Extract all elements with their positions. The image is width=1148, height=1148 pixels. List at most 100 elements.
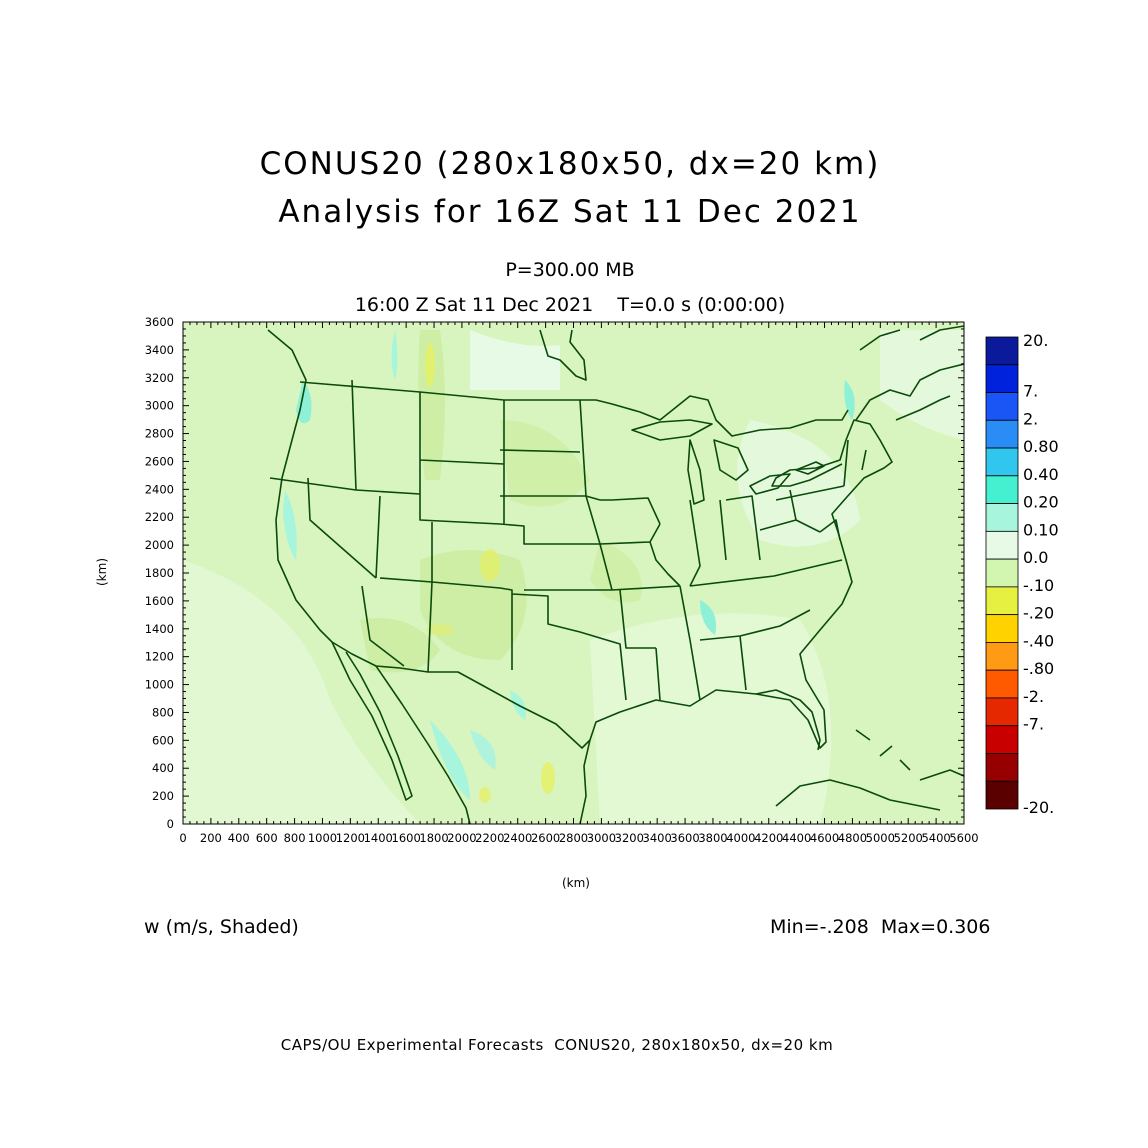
hudson-bay-coast	[539, 329, 587, 381]
lake-huron	[713, 439, 749, 481]
colorbar-swatch	[985, 336, 1019, 366]
colorbar-label: -7.	[1023, 715, 1044, 734]
lake-superior	[631, 419, 713, 441]
y-tick-label: 1800	[145, 566, 174, 580]
hispaniola	[919, 769, 964, 781]
colorbar-swatch	[985, 447, 1019, 477]
y-tick-label: 3200	[145, 371, 174, 385]
x-axis-title: (km)	[562, 876, 590, 890]
colorbar-label: 0.20	[1023, 493, 1059, 512]
y-tick-label: 2600	[145, 454, 174, 468]
x-tick-label: 2000	[447, 831, 476, 845]
y-tick-label: 2000	[145, 538, 174, 552]
x-tick-label: 2800	[559, 831, 588, 845]
x-tick-label: 5600	[949, 831, 978, 845]
y-tick-label: 3400	[145, 343, 174, 357]
x-tick-label: 4400	[782, 831, 811, 845]
min-max-readout: Min=-.208 Max=0.306	[770, 916, 991, 938]
us-coastline-border	[267, 329, 893, 749]
colorbar-label: -2.	[1023, 687, 1044, 706]
colorbar-label: -.20	[1023, 604, 1054, 623]
x-tick-label: 5400	[921, 831, 950, 845]
x-tick-label: 4000	[726, 831, 755, 845]
colorbar-swatch	[985, 725, 1019, 754]
canada-us-border	[299, 381, 849, 437]
colorbar-label: 20.	[1023, 331, 1048, 350]
x-tick-label: 0	[179, 831, 186, 845]
x-tick-label: 2600	[531, 831, 560, 845]
axes: 0 200 400 600 800 100012001400160018002000220…	[145, 315, 979, 845]
cuba	[775, 779, 941, 811]
plot-title-line2: Analysis for 16Z Sat 11 Dec 2021	[278, 194, 862, 230]
y-tick-label: 2800	[145, 427, 174, 441]
florida	[755, 689, 821, 751]
x-tick-label: 4600	[810, 831, 839, 845]
x-tick-label: 4800	[838, 831, 867, 845]
y-tick-label: 3000	[145, 399, 174, 413]
y-tick-label: 800	[152, 705, 174, 719]
colorbar-swatch	[985, 392, 1019, 421]
colorbar-swatch	[985, 614, 1019, 643]
x-tick-label: 3400	[643, 831, 672, 845]
colorbar-swatch	[985, 642, 1019, 671]
colorbar-swatch	[985, 753, 1019, 782]
x-tick-label: 1600	[392, 831, 421, 845]
x-tick-label: 4200	[754, 831, 783, 845]
x-tick-label: 3200	[615, 831, 644, 845]
y-tick-label: 1000	[145, 678, 174, 692]
canada-maritimes	[855, 363, 964, 421]
colorbar-label: 2.	[1023, 409, 1038, 428]
bahamas	[855, 729, 911, 771]
x-tick-label: 2200	[475, 831, 504, 845]
x-tick-label: 800	[284, 831, 306, 845]
colorbar-swatch	[985, 558, 1019, 588]
x-tick-label: 3800	[698, 831, 727, 845]
colorbar-swatch	[985, 503, 1019, 532]
colorbar-swatch	[985, 780, 1019, 810]
y-tick-label: 1200	[145, 650, 174, 664]
lake-erie	[749, 473, 791, 495]
y-tick-label: 1400	[145, 622, 174, 636]
colorbar-swatch	[985, 586, 1019, 616]
x-tick-label: 400	[228, 831, 250, 845]
colorbar-label: 0.40	[1023, 465, 1059, 484]
y-tick-label: 2200	[145, 510, 174, 524]
valid-time: 16:00 Z Sat 11 Dec 2021 T=0.0 s (0:00:00…	[354, 294, 786, 316]
colorbar-swatch	[985, 475, 1019, 504]
x-tick-label: 1800	[419, 831, 448, 845]
colorbar-label: -.80	[1023, 659, 1054, 678]
colorbar-swatch	[985, 669, 1019, 699]
colorbar-label: 0.0	[1023, 548, 1048, 567]
colorbar-label: 7.	[1023, 382, 1038, 401]
x-tick-label: 5000	[866, 831, 895, 845]
mexico-gulf-coast	[579, 739, 591, 824]
political-boundaries	[267, 325, 964, 824]
mexico-mainland-coast	[375, 665, 471, 824]
colorbar-swatch	[985, 364, 1019, 393]
colorbar-label: 0.10	[1023, 520, 1059, 539]
y-tick-label: 0	[167, 817, 174, 831]
colorbar-label: -.10	[1023, 576, 1054, 595]
x-tick-label: 2400	[503, 831, 532, 845]
x-tick-label: 3600	[670, 831, 699, 845]
lake-ontario	[795, 461, 825, 475]
credit-line: CAPS/OU Experimental Forecasts CONUS20, …	[280, 1036, 834, 1054]
lake-michigan	[687, 439, 705, 505]
pressure-level: P=300.00 MB	[505, 259, 635, 281]
y-tick-label: 200	[152, 789, 174, 803]
y-tick-label: 600	[152, 733, 174, 747]
x-tick-label: 1200	[336, 831, 365, 845]
state-lines	[269, 379, 867, 701]
plot-title-line1: CONUS20 (280x180x50, dx=20 km)	[259, 146, 881, 182]
colorbar-swatch	[985, 697, 1019, 727]
x-tick-label: 1400	[364, 831, 393, 845]
colorbar-swatch	[985, 530, 1019, 560]
x-tick-label: 600	[256, 831, 278, 845]
colorbar: 20. 7. 2. 0.80 0.40 0.20 0.10 0.0 -.10 -.20 -.40 -.…	[985, 331, 1059, 817]
colorbar-label: -20.	[1023, 798, 1054, 817]
canada-north	[859, 325, 964, 351]
x-tick-label: 5200	[894, 831, 923, 845]
y-tick-label: 400	[152, 761, 174, 775]
y-axis-title: (km)	[95, 558, 109, 586]
